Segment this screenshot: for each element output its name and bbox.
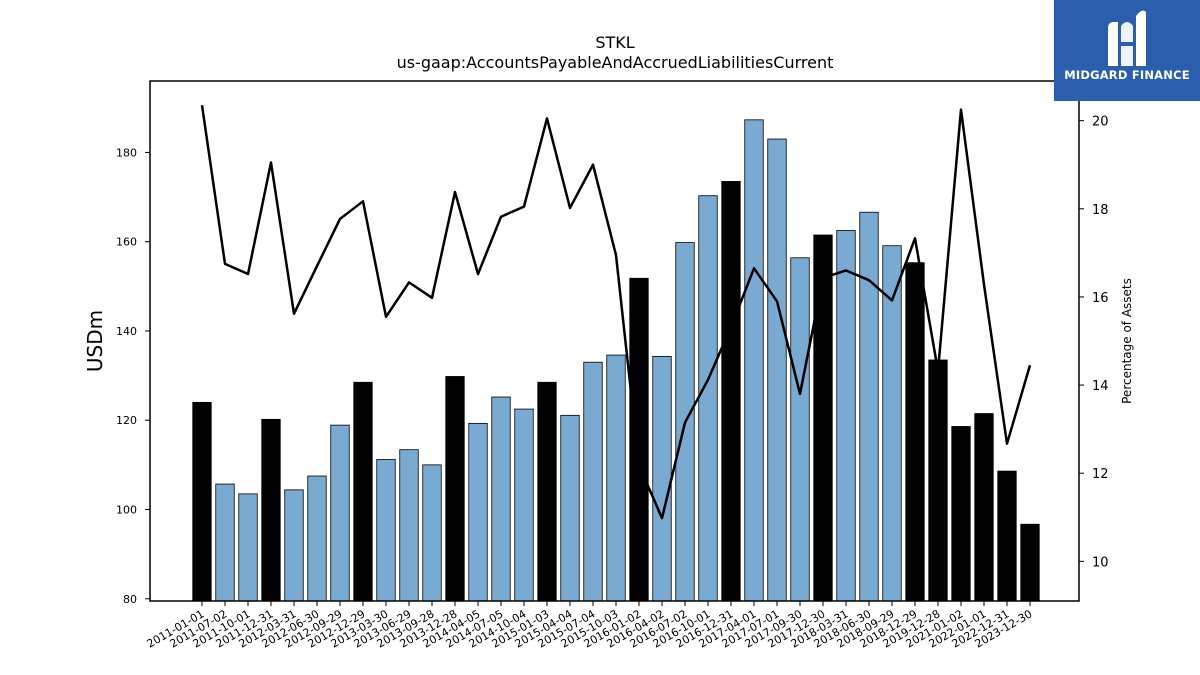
left-tick-label: 120	[116, 414, 137, 427]
bar-2011-01-01	[192, 401, 212, 602]
bar-2016-10-01	[698, 195, 718, 602]
right-tick-label: 20	[1092, 115, 1109, 130]
bar-2022-12-31	[997, 470, 1017, 602]
bar-2019-12-28	[928, 359, 948, 602]
bar-2014-10-04	[514, 408, 534, 602]
bar-2011-12-31	[261, 418, 281, 602]
right-tick-label: 10	[1092, 555, 1109, 570]
bar-2016-01-02	[629, 277, 649, 602]
bar-2013-03-30	[376, 459, 396, 602]
left-axis: 80 100 120 140 160 180	[116, 146, 150, 606]
y2-axis-label: Percentage of Assets	[1120, 278, 1134, 404]
bar-2018-03-31	[836, 230, 856, 602]
bar-2011-10-01	[238, 493, 258, 602]
left-tick-label: 100	[116, 503, 137, 516]
bar-2018-06-30	[859, 211, 879, 602]
bar-2017-12-30	[813, 234, 833, 602]
bar-2013-12-28	[445, 376, 465, 602]
x-axis: 2011-01-012011-07-022011-10-012011-12-31…	[145, 601, 1035, 651]
bar-2014-07-05	[491, 396, 511, 602]
logo-text: MIDGARD FINANCE	[1064, 68, 1190, 82]
bar-2013-09-28	[422, 464, 442, 602]
left-tick-label: 80	[123, 593, 137, 606]
midgard-logo-icon	[1108, 10, 1146, 67]
bar-series	[192, 119, 1040, 602]
bar-2016-04-02	[652, 355, 672, 602]
bar-2016-12-31	[721, 181, 741, 602]
percentage-of-assets-line	[200, 105, 1032, 520]
bar-2014-04-05	[468, 422, 488, 602]
y-axis-label: USDm	[83, 310, 107, 372]
bar-2017-09-30	[790, 257, 810, 602]
bar-2018-12-29	[905, 262, 925, 602]
bar-2015-07-04	[583, 361, 603, 602]
right-tick-label: 12	[1092, 467, 1109, 482]
chart-subtitle: us-gaap:AccountsPayableAndAccruedLiabili…	[397, 53, 834, 72]
left-tick-label: 180	[116, 146, 137, 159]
right-tick-label: 14	[1092, 379, 1109, 394]
midgard-finance-logo: MIDGARD FINANCE	[1054, 0, 1200, 101]
bar-2021-01-02	[951, 426, 971, 602]
bar-2017-07-01	[767, 138, 787, 602]
left-tick-label: 140	[116, 325, 137, 338]
bar-2012-03-31	[284, 489, 304, 602]
bar-2023-12-30	[1020, 523, 1040, 602]
plot-frame	[149, 80, 1080, 602]
bar-2017-04-01	[744, 119, 764, 602]
bar-2012-12-29	[353, 381, 373, 602]
bar-2015-01-03	[537, 381, 557, 602]
bar-2011-07-02	[215, 483, 235, 602]
bar-2015-04-04	[560, 414, 580, 602]
right-tick-label: 16	[1092, 291, 1109, 306]
line-series	[200, 105, 1032, 520]
bar-2022-01-01	[974, 413, 994, 602]
bar-2013-06-29	[399, 449, 419, 602]
bar-2012-06-30	[307, 475, 327, 602]
chart-title: STKL	[595, 33, 634, 52]
bar-2015-10-03	[606, 354, 626, 602]
left-tick-label: 160	[116, 236, 137, 249]
right-tick-label: 18	[1092, 203, 1109, 218]
bar-2012-09-29	[330, 424, 350, 602]
right-axis: 10 12 14 16 18 20	[1079, 115, 1109, 570]
